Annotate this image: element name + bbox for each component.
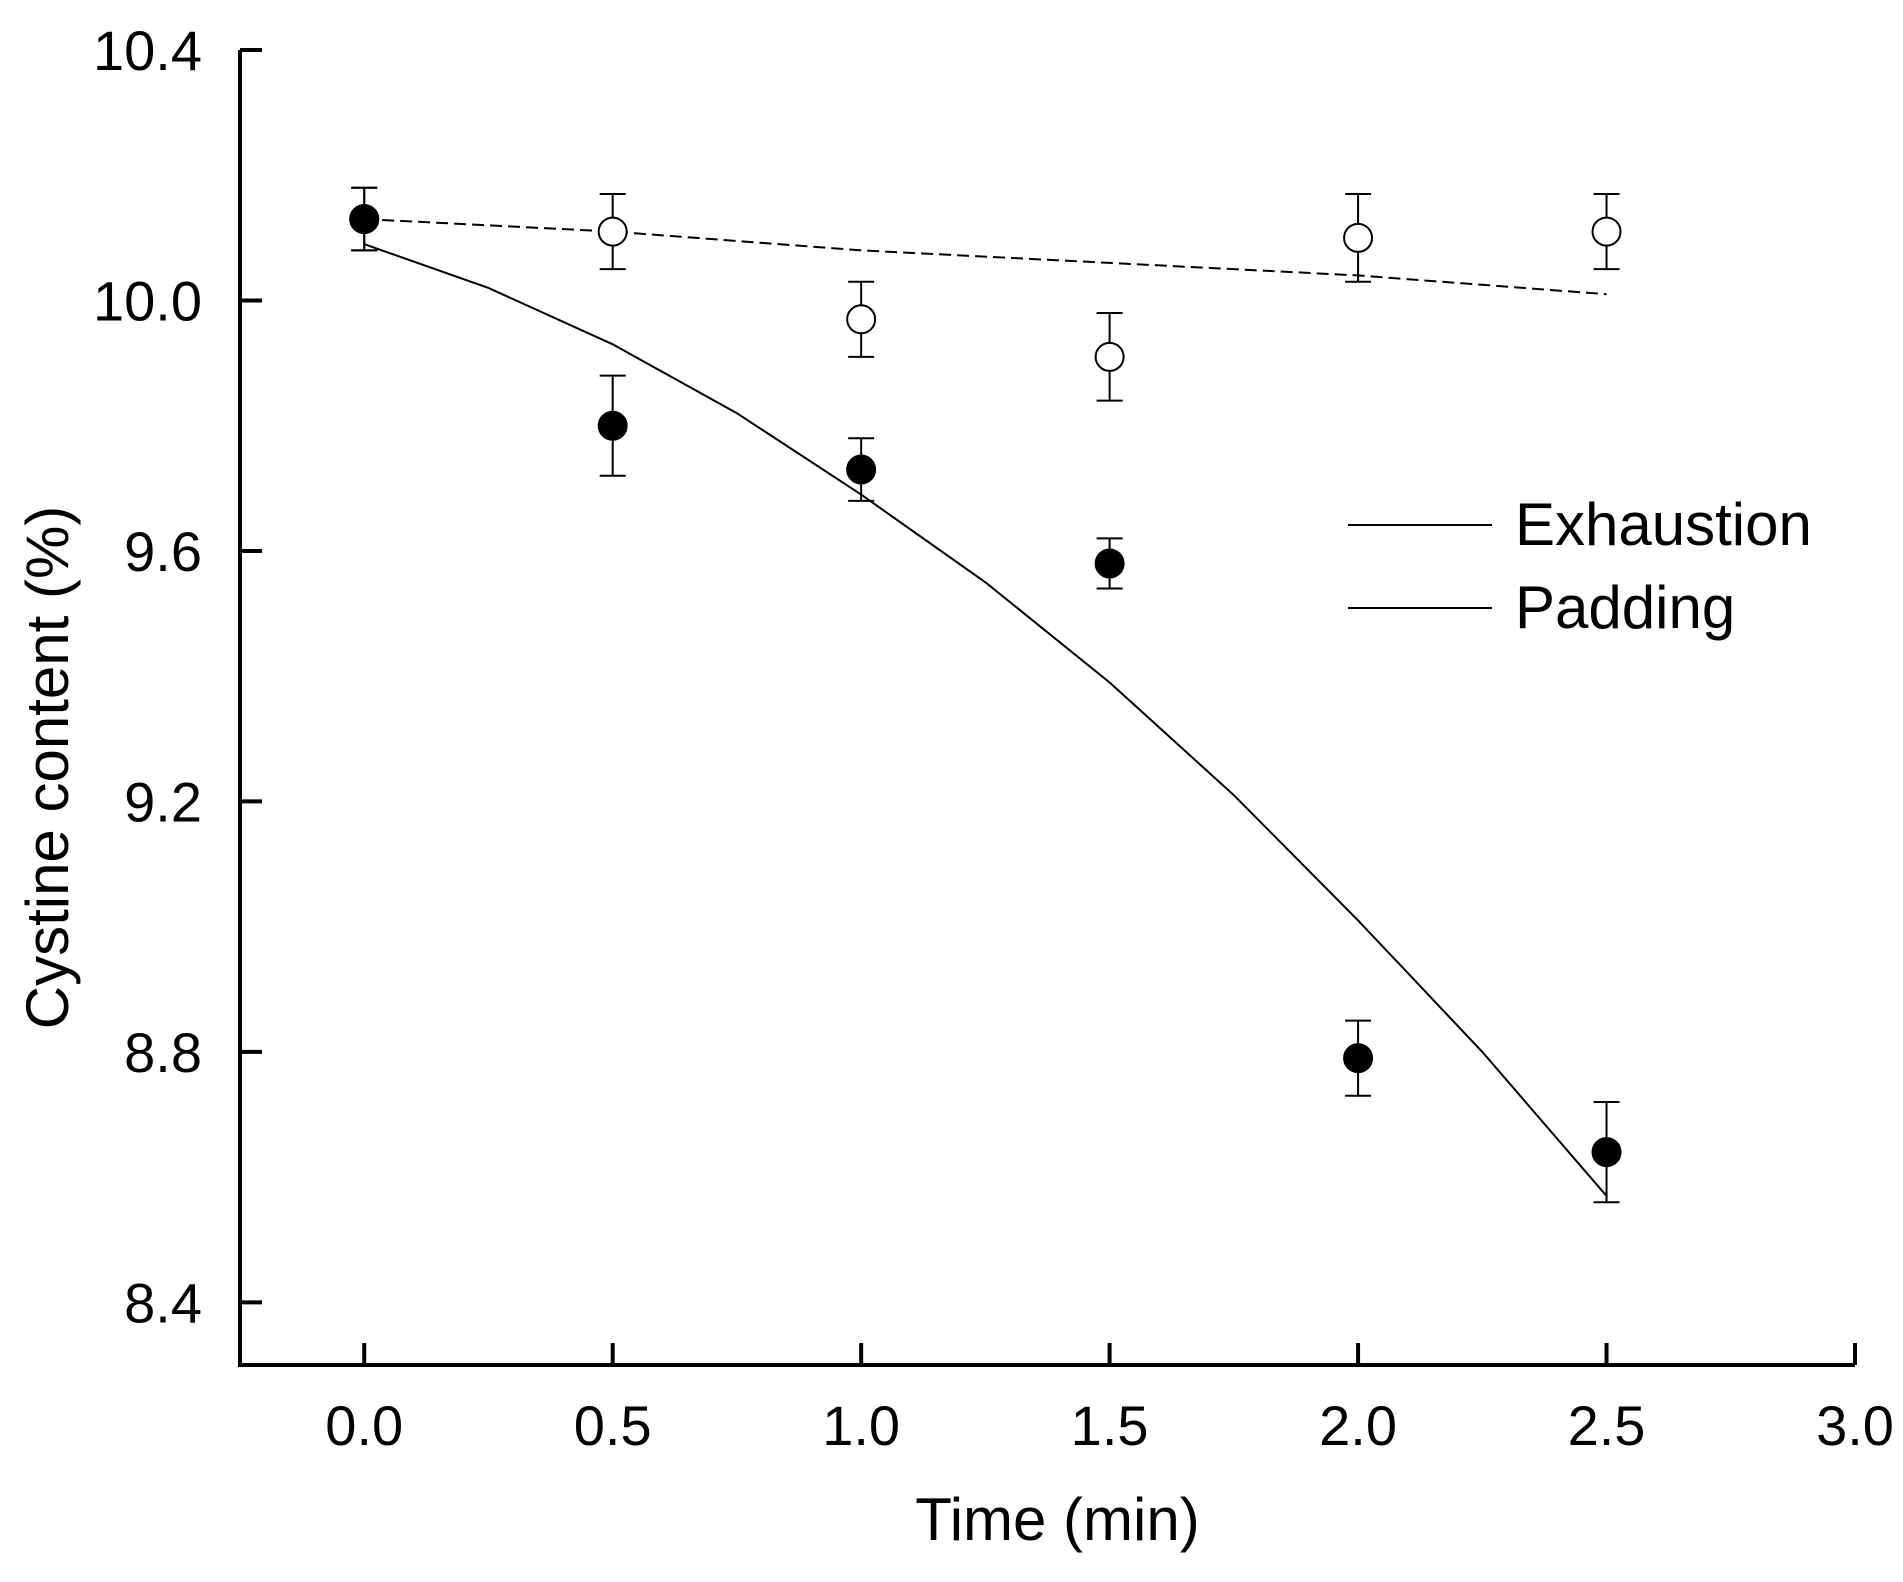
x-tick-label: 2.0 xyxy=(1319,1394,1397,1457)
data-point-padding xyxy=(846,454,877,485)
legend: Exhaustion Padding xyxy=(1348,491,1812,641)
data-marks xyxy=(349,186,1622,1204)
y-tick-label: 8.8 xyxy=(124,1021,202,1084)
x-tick-label: 0.0 xyxy=(325,1394,403,1457)
fit-lines xyxy=(363,218,1608,1197)
y-tick-label: 9.6 xyxy=(124,520,202,583)
data-point-padding xyxy=(597,410,628,441)
x-axis-title: Time (min) xyxy=(915,1486,1199,1553)
data-point-exhaustion xyxy=(1591,216,1622,247)
fit-line-exhaustion xyxy=(364,218,1607,296)
data-point-padding xyxy=(1591,1137,1622,1168)
data-point-exhaustion xyxy=(1094,341,1125,372)
data-point-padding xyxy=(1094,548,1125,579)
y-axis-title: Cystine content (%) xyxy=(14,506,81,1030)
data-point-exhaustion xyxy=(846,304,877,335)
x-tick-label: 0.5 xyxy=(574,1394,652,1457)
data-point-padding xyxy=(349,204,380,235)
legend-label-exhaustion: Exhaustion xyxy=(1515,491,1812,558)
x-tick-label: 2.5 xyxy=(1568,1394,1646,1457)
y-tick-label: 8.4 xyxy=(124,1271,202,1334)
data-point-exhaustion xyxy=(597,216,628,247)
y-tick-label: 10.4 xyxy=(93,19,202,82)
x-tick-label: 1.5 xyxy=(1071,1394,1149,1457)
x-tick-label: 1.0 xyxy=(822,1394,900,1457)
y-tick-label: 10.0 xyxy=(93,269,202,332)
data-point-exhaustion xyxy=(1343,222,1374,253)
legend-label-padding: Padding xyxy=(1515,574,1735,641)
data-point-padding xyxy=(1343,1043,1374,1074)
x-tick-label: 3.0 xyxy=(1816,1394,1894,1457)
fit-line-padding xyxy=(363,243,1608,1197)
y-tick-label: 9.2 xyxy=(124,770,202,833)
axes: 0.0 0.5 1.0 1.5 2.0 2.5 3.0 8.4 8.8 9.2 9.6 10.0 10.… xyxy=(93,19,1894,1457)
